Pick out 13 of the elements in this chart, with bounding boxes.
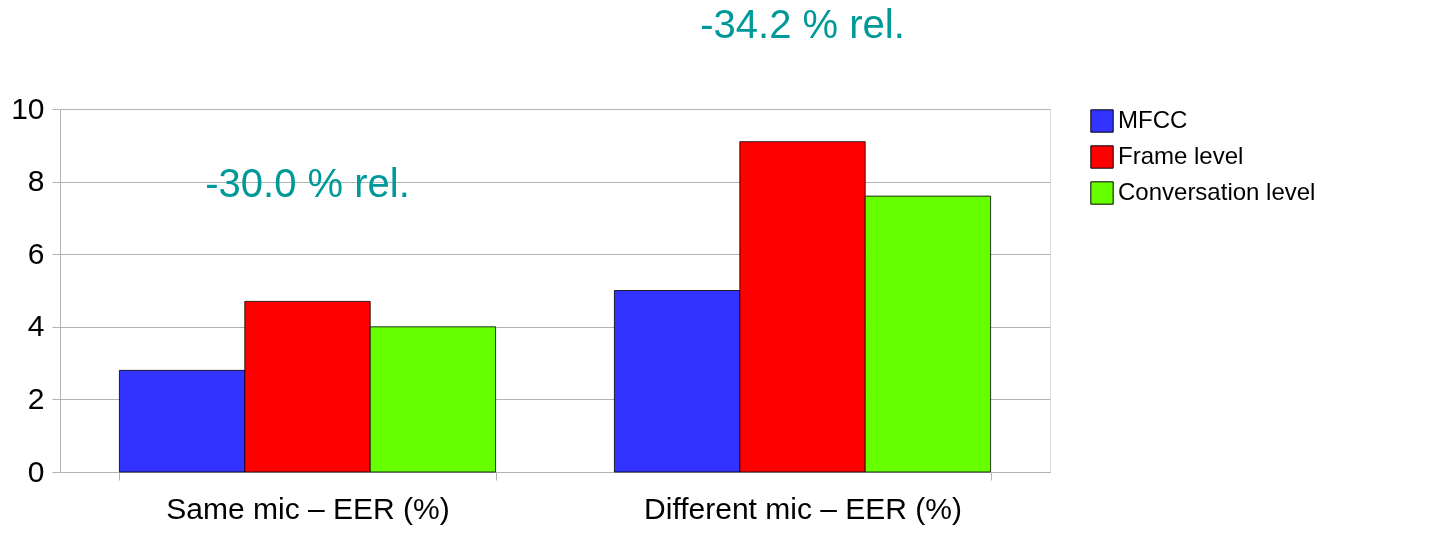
y-tick-label: 8 (27, 164, 45, 198)
annotation: -30.0 % rel. (205, 161, 410, 206)
legend-label: MFCC (1118, 106, 1188, 133)
y-tick-label: 6 (27, 236, 45, 270)
legend-label: Frame level (1118, 142, 1244, 169)
x-tick-label: Same mic – EER (%) (166, 491, 450, 525)
y-tick-label: 0 (27, 454, 45, 488)
y-tick-label: 2 (27, 381, 45, 415)
text: -34.2 % rel. (700, 1, 905, 46)
y-tick-label: 4 (27, 309, 45, 343)
x-tick-label: Different mic – EER (%) (644, 491, 962, 525)
y-tick-label: 10 (11, 91, 45, 125)
legend-label: Conversation level (1118, 178, 1316, 205)
